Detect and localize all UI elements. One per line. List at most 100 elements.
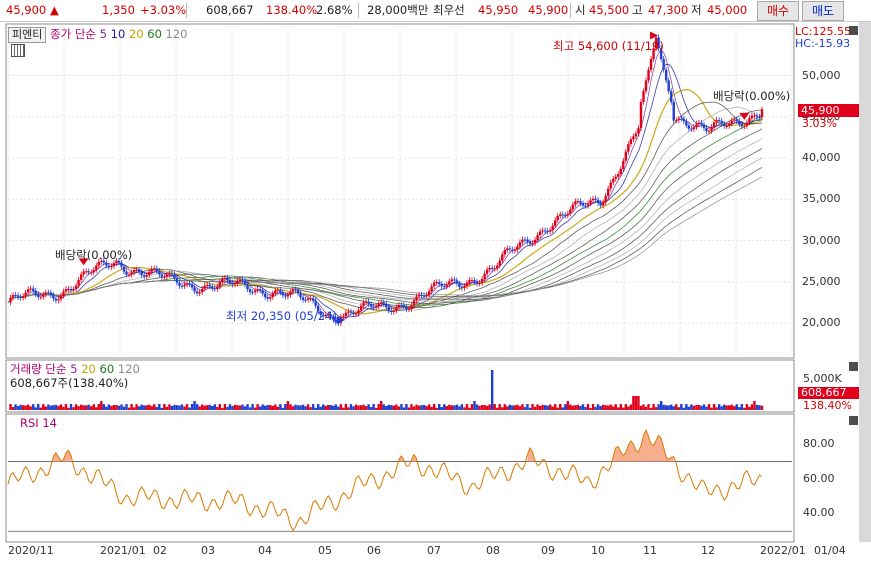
candle-body xyxy=(624,151,628,161)
candle-body xyxy=(445,284,448,287)
buy-button[interactable]: 매수 xyxy=(757,1,799,21)
candle-body xyxy=(488,267,491,270)
candle-body xyxy=(536,235,539,240)
volume-bar xyxy=(551,406,554,410)
candle-body xyxy=(506,248,509,250)
volume-bar xyxy=(596,404,600,410)
volume-bar xyxy=(453,405,456,410)
candle-body xyxy=(92,269,95,273)
volume-bar xyxy=(422,404,426,410)
volume-bar xyxy=(728,405,731,410)
candle-body xyxy=(352,312,355,315)
volume-bar xyxy=(306,404,310,410)
high-annotation: 최고 54,600 (11/19) xyxy=(553,39,664,53)
volume-bar xyxy=(316,404,320,410)
volume-bar xyxy=(687,406,691,410)
volume-bar xyxy=(337,406,340,410)
close-panel-icon[interactable] xyxy=(849,26,858,35)
volume-bar xyxy=(359,405,363,410)
candle-body xyxy=(132,270,136,273)
volume-bar xyxy=(722,404,726,410)
candle-body xyxy=(622,160,625,169)
volume-bar xyxy=(427,404,431,410)
rsi-label: RSI 14 xyxy=(20,416,57,430)
stock-chart[interactable] xyxy=(0,22,871,563)
volume-bar xyxy=(561,407,564,410)
volume-bar xyxy=(707,404,711,410)
sell-button[interactable]: 매도 xyxy=(802,1,844,21)
ma-legend-5: 5 xyxy=(99,27,107,41)
volume-bar xyxy=(405,404,408,410)
candle-body xyxy=(722,123,726,126)
volume-bar xyxy=(725,405,728,410)
volume-bar xyxy=(64,404,68,410)
candle-body xyxy=(412,300,416,306)
candle-body xyxy=(400,305,403,307)
candle-body xyxy=(541,230,544,232)
rsi-overbought-fill xyxy=(411,454,417,462)
candle-body xyxy=(435,282,438,284)
candle-body xyxy=(569,209,572,214)
candle-body xyxy=(617,174,620,177)
candle-body xyxy=(712,122,716,127)
candle-body xyxy=(82,271,85,275)
volume-bar xyxy=(536,404,539,410)
candle-body xyxy=(246,284,249,290)
volume-bar xyxy=(16,406,20,410)
volume-bar xyxy=(543,405,547,410)
candle-body xyxy=(97,261,100,266)
volume-bar xyxy=(675,404,678,410)
candle-body xyxy=(299,293,302,298)
volume-bar xyxy=(407,407,411,410)
volume-bar xyxy=(21,405,25,410)
candle-body xyxy=(57,299,60,301)
volume-bar xyxy=(72,407,75,410)
volume-bar xyxy=(662,404,665,410)
candle-body xyxy=(561,214,564,216)
candle-body xyxy=(130,272,133,275)
close-panel-icon[interactable] xyxy=(849,362,858,371)
candle-body xyxy=(581,203,585,206)
dividend-marker xyxy=(739,112,750,120)
candle-body xyxy=(102,260,106,263)
candle-body xyxy=(178,282,181,286)
rsi-overbought-fill xyxy=(53,450,71,462)
volume-bar xyxy=(463,407,466,410)
candle-body xyxy=(291,289,295,292)
table-grid-icon[interactable] xyxy=(11,44,25,57)
scrollbar-track[interactable] xyxy=(859,22,871,542)
candle-body xyxy=(612,178,615,183)
candle-body xyxy=(377,303,380,307)
volume-bar xyxy=(274,404,277,410)
volume-bar xyxy=(105,406,108,410)
candle-body xyxy=(677,118,680,121)
stock-name-tab[interactable]: 피엔티 xyxy=(8,27,47,43)
price-y-tick: 35,000 xyxy=(802,192,841,206)
volume-bar xyxy=(286,401,290,410)
volume-bar xyxy=(115,405,118,410)
volume-bar xyxy=(342,407,345,410)
candle-body xyxy=(564,214,567,216)
volume-bar xyxy=(634,396,638,410)
volume-bar xyxy=(216,406,219,410)
ma-legend-prefix: 종가 단순 xyxy=(50,27,97,41)
volume-bar xyxy=(612,406,615,410)
candle-body xyxy=(16,295,20,298)
candle-body xyxy=(188,283,191,285)
volume-bar xyxy=(77,406,80,410)
volume-bar xyxy=(717,404,721,410)
candle-body xyxy=(390,310,393,312)
volume-bar xyxy=(513,405,517,410)
volume-ma-120: 120 xyxy=(117,362,140,376)
volume-bar xyxy=(664,405,668,410)
volume-bar xyxy=(571,405,575,410)
volume-bar xyxy=(420,405,423,410)
close-panel-icon[interactable] xyxy=(849,416,858,425)
volume-bar xyxy=(248,407,252,410)
candle-body xyxy=(233,283,237,285)
current-volume-tag: 608,667 xyxy=(798,387,859,399)
volume-bar xyxy=(700,405,703,410)
volume-label: 거래량 xyxy=(10,362,42,376)
candle-body xyxy=(90,272,93,274)
candle-body xyxy=(369,304,373,307)
